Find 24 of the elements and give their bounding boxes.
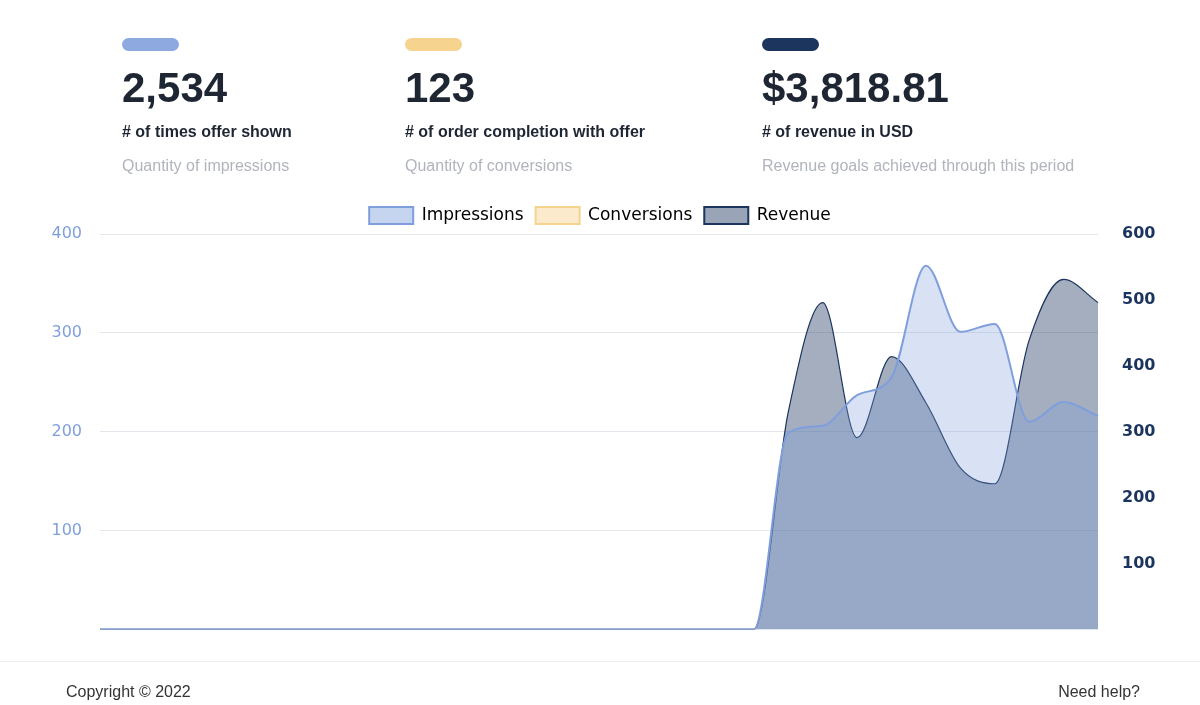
text: 2,534 xyxy=(122,63,229,113)
legend-label: Revenue xyxy=(756,203,831,224)
text: $3,818.81 xyxy=(762,63,950,113)
y2-tick-label: 400 xyxy=(1122,354,1156,374)
y-tick-label: 200 xyxy=(51,420,82,440)
text: Quantity of conversions xyxy=(405,157,574,175)
legend-label: Impressions xyxy=(421,203,524,224)
text: 123 xyxy=(405,63,477,113)
text: Copyright © 2022 xyxy=(66,683,191,701)
text: Need help? xyxy=(1058,683,1140,701)
text: Revenue goals achieved through this period xyxy=(762,157,1075,175)
text: # of revenue in USD xyxy=(762,123,915,141)
y-tick-label: 100 xyxy=(51,519,82,539)
y-tick-label: 400 xyxy=(51,223,82,243)
legend-label: Conversions xyxy=(588,203,693,224)
y2-tick-label: 100 xyxy=(1122,552,1156,572)
y-tick-label: 300 xyxy=(51,322,82,342)
y2-tick-label: 500 xyxy=(1122,289,1156,309)
y2-tick-label: 200 xyxy=(1122,486,1156,506)
text: # of order completion with offer xyxy=(405,123,646,141)
y2-tick-label: 300 xyxy=(1122,420,1156,440)
y2-tick-label: 600 xyxy=(1122,223,1156,243)
text: # of times offer shown xyxy=(122,123,292,141)
text: Quantity of impressions xyxy=(122,157,291,175)
